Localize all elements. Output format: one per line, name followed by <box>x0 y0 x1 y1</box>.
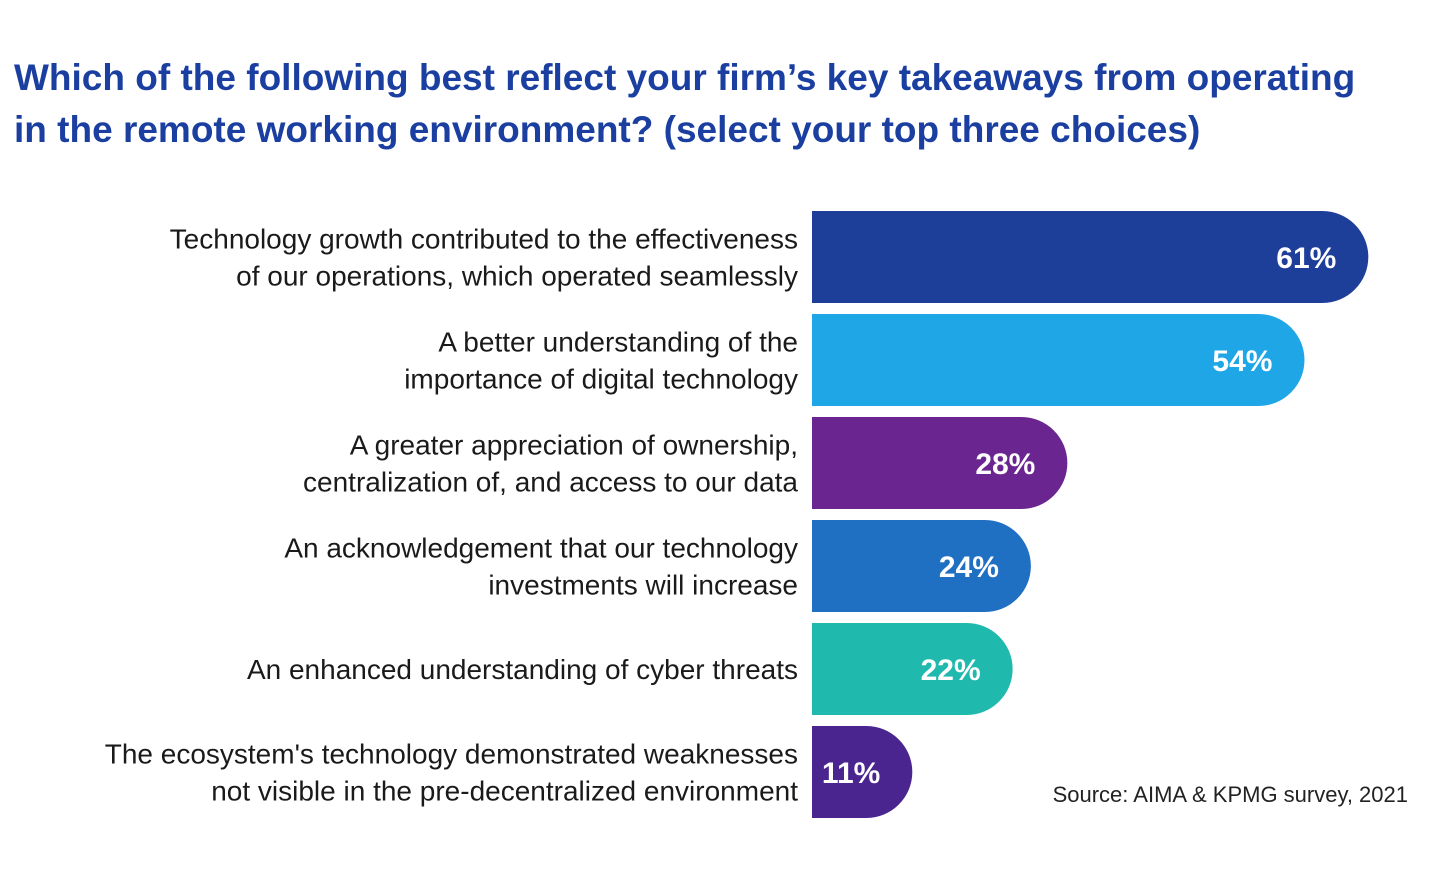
chart-title-line-1: Which of the following best reflect your… <box>14 57 1356 98</box>
bar-5 <box>812 623 1013 716</box>
category-label-1-line-1: Technology growth contributed to the eff… <box>170 224 798 255</box>
chart-title: Which of the following best reflect your… <box>14 52 1444 156</box>
value-label-6: 11% <box>822 757 880 790</box>
category-label-2-line-1: A better understanding of the <box>438 327 798 358</box>
bar-4 <box>812 520 1031 612</box>
category-label-6-line-1: The ecosystem's technology demonstrated … <box>105 739 798 770</box>
value-label-2: 54% <box>1212 345 1272 378</box>
category-label-3-line-2: centralization of, and access to our dat… <box>303 467 798 498</box>
category-label-3-line-1: A greater appreciation of ownership, <box>350 430 798 461</box>
bar-1 <box>812 211 1369 303</box>
source-note: Source: AIMA & KPMG survey, 2021 <box>1052 782 1408 807</box>
bar-6 <box>812 726 913 819</box>
category-label-6-line-2: not visible in the pre-decentralized env… <box>211 776 798 807</box>
category-label-1-line-2: of our operations, which operated seamle… <box>236 261 798 292</box>
category-label-2-line-2: importance of digital technology <box>404 364 798 395</box>
value-label-5: 22% <box>921 654 981 687</box>
bar-3 <box>812 417 1068 509</box>
category-label-4-line-2: investments will increase <box>488 570 798 601</box>
value-label-4: 24% <box>939 551 999 584</box>
chart-title-line-2: in the remote working environment? (sele… <box>14 109 1201 150</box>
category-label-5-line-1: An enhanced understanding of cyber threa… <box>247 654 798 685</box>
category-label-4-line-1: An acknowledgement that our technology <box>284 533 798 564</box>
value-label-1: 61% <box>1276 242 1336 275</box>
bar-2 <box>812 314 1305 406</box>
value-label-3: 28% <box>975 448 1035 481</box>
